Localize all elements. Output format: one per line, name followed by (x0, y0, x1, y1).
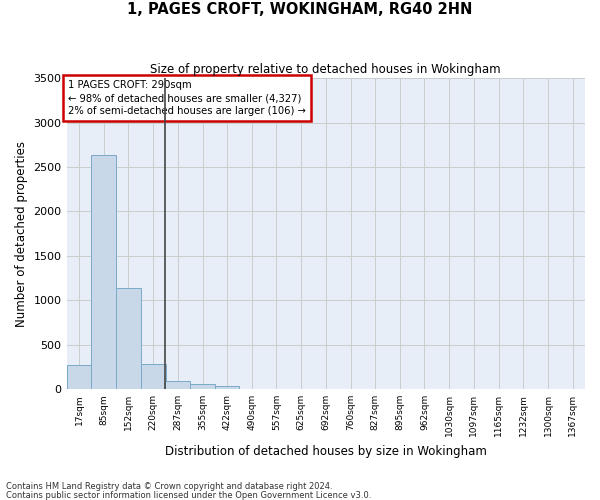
Text: 1, PAGES CROFT, WOKINGHAM, RG40 2HN: 1, PAGES CROFT, WOKINGHAM, RG40 2HN (127, 2, 473, 18)
Bar (165, 381, 190, 389)
Bar (116, 288, 141, 389)
Text: Contains public sector information licensed under the Open Government Licence v3: Contains public sector information licen… (6, 490, 371, 500)
Text: 1 PAGES CROFT: 290sqm
← 98% of detached houses are smaller (4,327)
2% of semi-de: 1 PAGES CROFT: 290sqm ← 98% of detached … (68, 80, 306, 116)
Bar (215, 386, 239, 389)
Bar (67, 365, 91, 389)
Title: Size of property relative to detached houses in Wokingham: Size of property relative to detached ho… (151, 62, 501, 76)
X-axis label: Distribution of detached houses by size in Wokingham: Distribution of detached houses by size … (165, 444, 487, 458)
Bar (190, 384, 215, 389)
Text: Contains HM Land Registry data © Crown copyright and database right 2024.: Contains HM Land Registry data © Crown c… (6, 482, 332, 491)
Bar (141, 364, 166, 389)
Y-axis label: Number of detached properties: Number of detached properties (15, 140, 28, 326)
Bar (91, 154, 116, 389)
